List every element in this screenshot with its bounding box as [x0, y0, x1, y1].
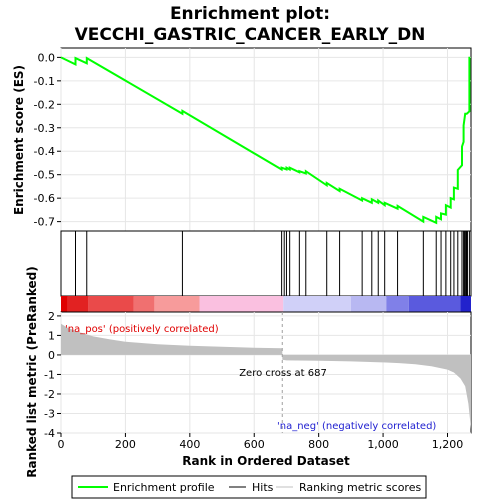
- enrichment-profile-line: [60, 56, 471, 225]
- es-tick-label: -0.2: [34, 98, 55, 111]
- x-tick-label: 1,200: [432, 438, 464, 451]
- metric-tick-label: -2: [44, 388, 55, 401]
- x-tick-label: 0: [58, 438, 65, 451]
- x-tick-label: 1,000: [367, 438, 399, 451]
- metric-tick-label: 0: [48, 349, 55, 362]
- metric-panel-frame: [60, 311, 472, 434]
- es-axis-label: Enrichment score (ES): [12, 65, 26, 215]
- x-axis: 0 200 400 600 800 1,000 1,200: [58, 433, 464, 451]
- es-tick-label: -0.7: [34, 216, 55, 229]
- zero-cross-label: Zero cross at 687: [239, 368, 327, 379]
- metric-tick-label: -3: [44, 407, 55, 420]
- es-tick-label: -0.1: [34, 75, 55, 88]
- ranking-heat-bar: [61, 296, 471, 312]
- hits-panel-frame: [60, 230, 472, 297]
- metric-panel: 2 1 0 -1 -2 -3 -4 'na_pos' (positively correla…: [25, 266, 472, 478]
- ranking-metric-area: [61, 323, 471, 430]
- heat-bar-segment: [283, 296, 351, 312]
- heat-bar-segment: [61, 296, 68, 312]
- positive-correlation-label: 'na_pos' (positively correlated): [65, 324, 219, 335]
- legend-label-enrichment: Enrichment profile: [113, 481, 215, 494]
- es-tick-label: -0.5: [34, 169, 55, 182]
- es-tick-label: 0.0: [38, 51, 56, 64]
- heat-bar-segment: [350, 296, 387, 312]
- es-panel: 0.0 -0.1 -0.2 -0.3 -0.4 -0.5 -0.6 -0.7 Enrichme…: [12, 47, 472, 232]
- x-tick-label: 200: [115, 438, 136, 451]
- metric-tick-label: -1: [44, 368, 55, 381]
- heat-bar-segment: [460, 296, 471, 312]
- chart-title-line2: VECCHI_GASTRIC_CANCER_EARLY_DN: [75, 25, 426, 45]
- es-tick-label: -0.4: [34, 145, 55, 158]
- x-axis-label: Rank in Ordered Dataset: [182, 454, 350, 468]
- heat-bar-segment: [408, 296, 461, 312]
- legend-box: [71, 475, 427, 499]
- chart-title-line1: Enrichment plot:: [170, 4, 330, 24]
- x-tick-label: 400: [179, 438, 200, 451]
- es-tick-label: -0.6: [34, 192, 55, 205]
- metric-tick-label: 2: [48, 310, 55, 323]
- heat-bar-segment: [88, 296, 134, 312]
- metric-axis-label: Ranked list metric (PreRanked): [25, 266, 39, 478]
- heat-bar-segment: [67, 296, 89, 312]
- es-tick-label: -0.3: [34, 122, 55, 135]
- heat-bar-segment: [133, 296, 155, 312]
- legend-label-metric: Ranking metric scores: [299, 481, 421, 494]
- negative-correlation-label: 'na_neg' (negatively correlated): [277, 421, 436, 432]
- hits-panel: [60, 230, 472, 297]
- heat-bar-segment: [154, 296, 200, 312]
- x-tick-label: 600: [244, 438, 265, 451]
- metric-tick-label: -4: [44, 427, 55, 440]
- metric-tick-label: 1: [48, 329, 55, 342]
- heat-bar-segment: [386, 296, 409, 312]
- x-tick-label: 800: [308, 438, 329, 451]
- legend: Enrichment profile Hits Ranking metric s…: [71, 475, 427, 499]
- heat-bar-segment: [199, 296, 284, 312]
- es-panel-frame: [60, 47, 472, 232]
- legend-label-hits: Hits: [252, 481, 274, 494]
